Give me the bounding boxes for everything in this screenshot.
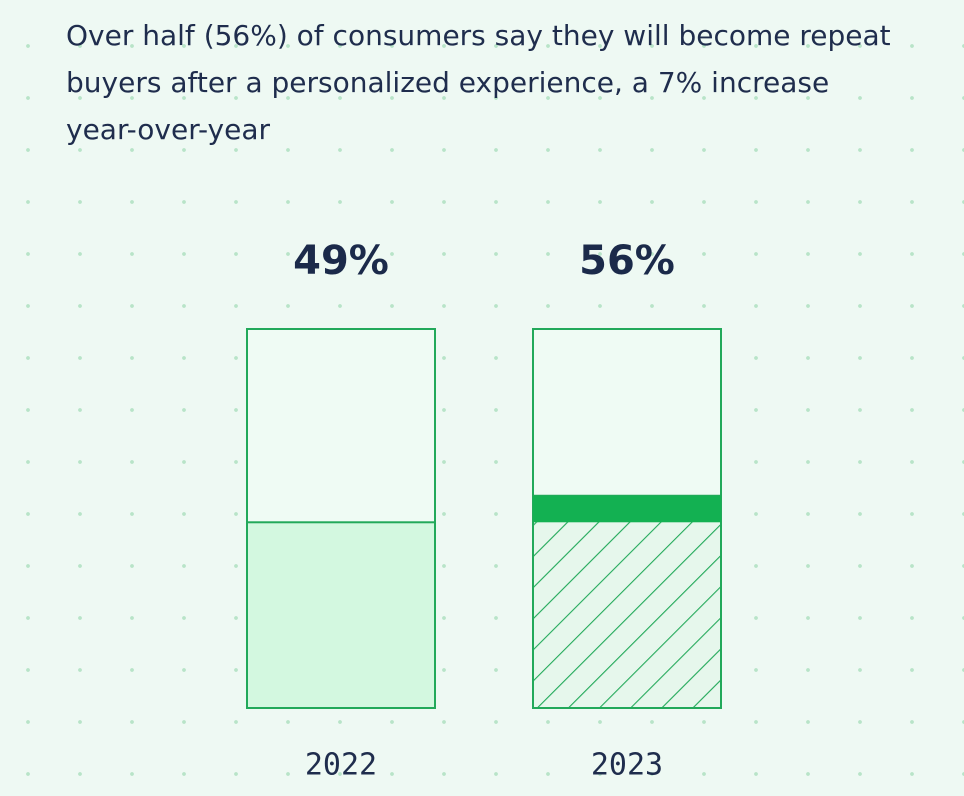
bar-increase bbox=[533, 495, 721, 523]
bar bbox=[246, 521, 436, 709]
value-label: 49% bbox=[293, 238, 389, 284]
x-tick-label: 2023 bbox=[591, 748, 663, 783]
bar bbox=[532, 494, 722, 710]
value-label: 56% bbox=[579, 238, 675, 284]
chart-title: Over half (56%) of consumers say they wi… bbox=[66, 19, 891, 146]
x-tick-label: 2022 bbox=[305, 748, 377, 783]
